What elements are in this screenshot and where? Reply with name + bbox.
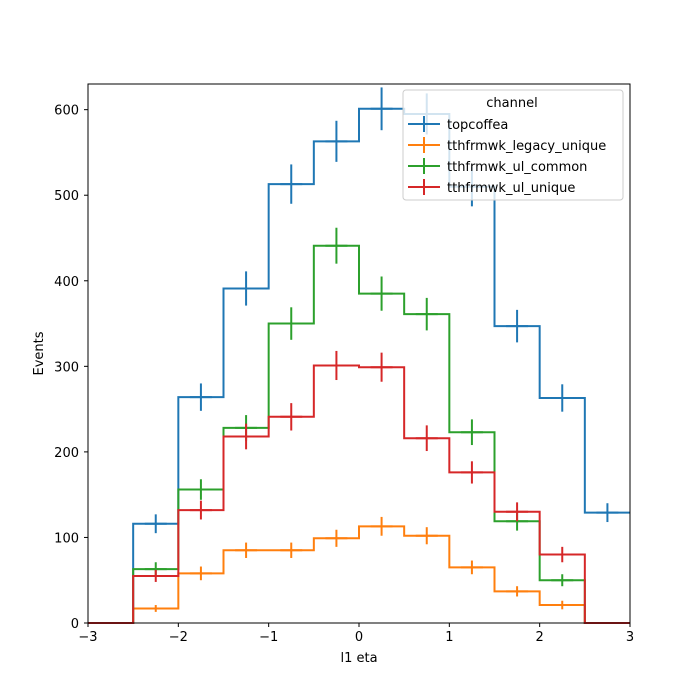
y-tick-label: 0 [71, 617, 79, 632]
error-bar-tthfrmwk_legacy_unique [370, 516, 393, 536]
error-bar-topcoffea [235, 271, 258, 306]
error-bar-tthfrmwk_ul_common [415, 297, 438, 331]
legend-item-tthfrmwk_ul_common: tthfrmwk_ul_common [408, 158, 587, 175]
error-bar-tthfrmwk_legacy_unique [280, 542, 303, 558]
error-bar-tthfrmwk_ul_unique [551, 546, 574, 563]
legend-item-tthfrmwk_legacy_unique: tthfrmwk_legacy_unique [408, 137, 606, 154]
error-bar-tthfrmwk_ul_common [189, 479, 212, 500]
series-step-tthfrmwk_legacy_unique [88, 525, 630, 624]
error-bar-topcoffea [280, 164, 303, 204]
error-bar-tthfrmwk_ul_common [460, 419, 483, 446]
y-tick-label: 300 [54, 360, 79, 375]
error-bar-tthfrmwk_ul_unique [189, 500, 212, 520]
x-tick-label: 3 [626, 630, 634, 645]
error-bar-tthfrmwk_legacy_unique [235, 542, 258, 558]
legend-title: channel [486, 96, 537, 111]
x-tick-label: 0 [355, 630, 363, 645]
y-tick-label: 600 [54, 104, 79, 119]
error-bar-tthfrmwk_ul_common [325, 227, 348, 264]
series-step-topcoffea [88, 107, 630, 624]
error-bar-tthfrmwk_ul_unique [506, 502, 529, 522]
legend-label: tthfrmwk_ul_common [447, 160, 587, 175]
legend-items: topcoffea tthfrmwk_legacy_unique tthfrmwk_… [408, 116, 606, 196]
axes-group: −3 −2 −1 0 1 2 3 0 100 200 300 400 500 600 [54, 104, 634, 645]
error-bar-tthfrmwk_ul_common [551, 574, 574, 587]
y-tick-label: 500 [54, 189, 79, 204]
error-bar-topcoffea [551, 384, 574, 412]
series-step-tthfrmwk_ul_unique [88, 364, 630, 624]
error-bar-tthfrmwk_ul_unique [235, 423, 258, 450]
x-tick-label: −1 [259, 630, 278, 645]
error-bar-tthfrmwk_legacy_unique [144, 605, 167, 612]
error-bar-tthfrmwk_ul_unique [415, 425, 438, 452]
error-bar-tthfrmwk_ul_unique [370, 352, 393, 382]
y-tick-label: 400 [54, 275, 79, 290]
legend-item-topcoffea: topcoffea [408, 116, 508, 133]
error-bar-tthfrmwk_legacy_unique [189, 566, 212, 581]
error-bar-topcoffea [506, 309, 529, 343]
error-bar-tthfrmwk_ul_unique [280, 403, 303, 431]
legend-item-tthfrmwk_ul_unique: tthfrmwk_ul_unique [408, 179, 575, 196]
series-group [88, 107, 630, 624]
legend-label: topcoffea [447, 118, 508, 133]
error-bar-topcoffea [189, 383, 212, 411]
legend-label: tthfrmwk_legacy_unique [447, 139, 606, 154]
x-tick-label: −3 [78, 630, 97, 645]
error-bar-topcoffea [370, 87, 393, 131]
x-axis-label: l1 eta [340, 651, 377, 666]
error-bar-tthfrmwk_legacy_unique [551, 600, 574, 610]
error-bar-tthfrmwk_legacy_unique [506, 586, 529, 597]
error-bar-topcoffea [144, 514, 167, 534]
x-tick-label: −2 [169, 630, 188, 645]
error-bar-tthfrmwk_ul_common [370, 276, 393, 311]
y-tick-label: 200 [54, 446, 79, 461]
legend: channel topcoffeatthfrmwk_legacy_uniquet… [402, 89, 624, 201]
error-bar-topcoffea [325, 120, 348, 162]
error-bar-tthfrmwk_legacy_unique [415, 527, 438, 545]
error-bar-tthfrmwk_legacy_unique [460, 560, 483, 575]
x-tick-label: 1 [445, 630, 453, 645]
error-bar-tthfrmwk_ul_unique [460, 461, 483, 484]
error-bar-topcoffea [596, 503, 619, 523]
legend-label: tthfrmwk_ul_unique [447, 181, 575, 196]
legend-box [402, 89, 624, 201]
error-bar-tthfrmwk_ul_unique [325, 350, 348, 381]
y-tick-label: 100 [54, 531, 79, 546]
error-bar-tthfrmwk_legacy_unique [325, 529, 348, 547]
error-bar-tthfrmwk_ul_common [280, 307, 303, 340]
y-axis-label: Events [32, 331, 47, 375]
error-bar-tthfrmwk_ul_unique [144, 569, 167, 582]
x-tick-label: 2 [536, 630, 544, 645]
